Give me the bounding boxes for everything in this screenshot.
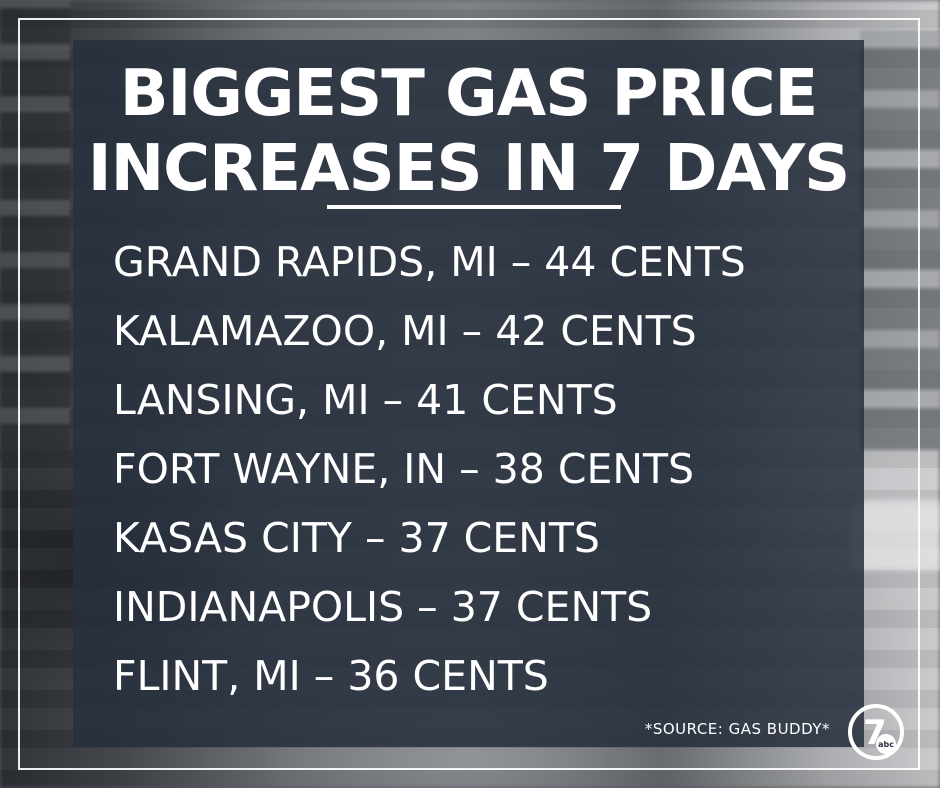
list-item: FLINT, MI – 36 CENTS — [113, 652, 549, 700]
list-item: FORT WAYNE, IN – 38 CENTS — [113, 445, 695, 493]
background-building-left — [0, 0, 70, 460]
info-panel: BIGGEST GAS PRICE INCREASES IN 7 DAYS GR… — [73, 40, 864, 747]
headline-line-1: BIGGEST GAS PRICE — [119, 57, 819, 131]
list-item: INDIANAPOLIS – 37 CENTS — [113, 583, 653, 631]
price-increase-list: GRAND RAPIDS, MI – 44 CENTS KALAMAZOO, M… — [113, 228, 746, 711]
headline-line-2: INCREASES IN 7 DAYS — [87, 132, 851, 206]
list-item: LANSING, MI – 41 CENTS — [113, 376, 618, 424]
background-building-right — [860, 30, 940, 450]
source-credit: *SOURCE: GAS BUDDY* — [644, 720, 830, 738]
background-car — [850, 500, 940, 570]
list-item: KALAMAZOO, MI – 42 CENTS — [113, 307, 697, 355]
wxyz-7-abc-logo-icon: 7 abc — [848, 704, 904, 760]
list-item: KASAS CITY – 37 CENTS — [113, 514, 600, 562]
headline-underline — [327, 205, 621, 209]
logo-network: abc — [878, 740, 894, 749]
list-item: GRAND RAPIDS, MI – 44 CENTS — [113, 238, 746, 286]
